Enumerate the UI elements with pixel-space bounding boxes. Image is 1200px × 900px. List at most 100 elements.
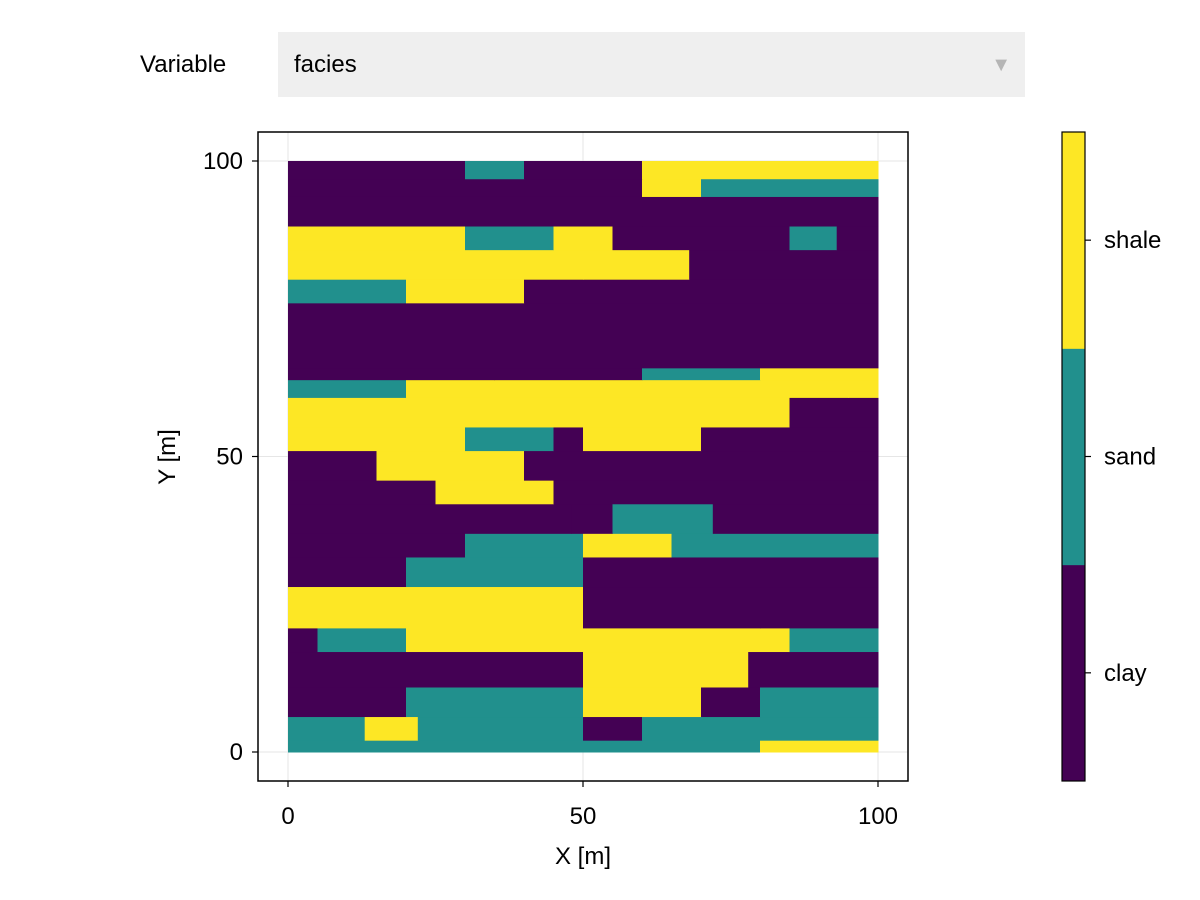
heatmap-cell-sand — [417, 716, 584, 741]
heatmap-cell-shale — [583, 651, 749, 688]
heatmap-cell-shale — [376, 450, 525, 481]
heatmap-cell-clay — [712, 503, 879, 534]
heatmap-cell-sand — [642, 716, 879, 741]
heatmap-cell-sand — [288, 279, 407, 304]
heatmap-cell-shale — [288, 226, 466, 251]
heatmap-cell-clay — [288, 178, 643, 197]
heatmap-cell-shale — [494, 586, 584, 629]
heatmap-cell-sand — [789, 627, 879, 653]
heatmap-cell-clay — [288, 450, 377, 481]
heatmap-cell-sand — [317, 627, 407, 653]
heatmap-cell-sand — [465, 226, 554, 251]
heatmap-cell-sand — [760, 686, 879, 718]
heatmap-cell-sand — [406, 686, 584, 718]
heatmap-cells — [288, 161, 879, 753]
heatmap-cell-sand — [288, 716, 366, 741]
heatmap-cell-clay — [642, 196, 879, 227]
axes: 0 50 100 0 50 100 — [203, 148, 898, 830]
variable-label: Variable — [140, 51, 227, 78]
colorbar-segment-clay — [1062, 564, 1085, 782]
heatmap-cell-clay — [760, 586, 879, 629]
heatmap-cell-sand — [701, 178, 879, 197]
heatmap-cell-shale — [288, 249, 436, 280]
heatmap-cell-shale — [553, 226, 613, 251]
heatmap-cell-sand — [288, 740, 761, 753]
heatmap-cell-clay — [612, 226, 790, 251]
heatmap-cell-clay — [288, 556, 407, 588]
heatmap-cell-shale — [288, 586, 495, 629]
heatmap-cell-shale — [406, 379, 849, 398]
heatmap-cell-shale — [406, 627, 584, 653]
heatmap-cell-sand — [465, 426, 554, 452]
colorbar-segment-sand — [1062, 348, 1085, 566]
heatmap-cell-clay — [748, 651, 879, 688]
heatmap-cell-sand — [642, 367, 761, 381]
heatmap-cell-clay — [288, 367, 495, 381]
heatmap-cell-clay — [789, 397, 879, 428]
heatmap-cell-shale — [288, 397, 790, 428]
heatmap-cell-clay — [288, 686, 407, 718]
heatmap-cell-clay — [836, 226, 879, 251]
variable-select[interactable]: facies ▼ — [278, 32, 1025, 97]
heatmap-cell-clay — [288, 503, 572, 534]
heatmap-cell-sand — [671, 533, 879, 558]
heatmap-cell-clay — [689, 249, 879, 280]
heatmap-cell-shale — [364, 716, 419, 741]
heatmap-cell-clay — [288, 533, 466, 558]
colorbar: clay sand shale — [1061, 131, 1161, 782]
heatmap-cell-sand — [789, 226, 838, 251]
y-tick-label: 50 — [216, 444, 243, 471]
heatmap-cell-shale — [642, 161, 879, 180]
heatmap-cell-clay — [583, 586, 761, 629]
heatmap-cell-clay — [583, 716, 643, 741]
heatmap-cell-sand — [406, 556, 584, 588]
heatmap-cell-shale — [642, 178, 702, 197]
heatmap-cell-shale — [848, 379, 879, 398]
x-tick-label: 100 — [858, 803, 898, 830]
y-axis-label: Y [m] — [154, 429, 181, 485]
heatmap-cell-shale — [435, 480, 554, 505]
heatmap-cell-sand — [288, 379, 407, 398]
heatmap-cell-clay — [701, 426, 879, 452]
variable-select-value: facies — [294, 51, 357, 78]
heatmap-cell-clay — [288, 302, 879, 369]
heatmap-cell-shale — [760, 367, 879, 381]
heatmap-cell-clay — [288, 161, 466, 180]
x-tick-label: 50 — [570, 803, 597, 830]
heatmap-cell-shale — [583, 686, 702, 718]
colorbar-frame — [1061, 131, 1086, 782]
heatmap-cell-clay — [642, 450, 879, 481]
y-tick-label: 100 — [203, 148, 243, 175]
heatmap-cell-shale — [760, 740, 879, 753]
colorbar-label-shale: shale — [1104, 227, 1161, 254]
heatmap-cell-clay — [524, 450, 643, 481]
colorbar-label-sand: sand — [1104, 444, 1156, 471]
heatmap-cell-clay — [288, 651, 584, 688]
heatmap-cell-clay — [553, 426, 584, 452]
heatmap-cell-clay — [701, 686, 761, 718]
heatmap-cell-clay — [583, 556, 879, 588]
heatmap-cell-shale — [583, 426, 702, 452]
heatmap-cell-clay — [288, 480, 436, 505]
heatmap-cell-shale — [288, 426, 466, 452]
heatmap-cell-clay — [288, 196, 643, 227]
x-tick-label: 0 — [281, 803, 294, 830]
heatmap-cell-shale — [435, 249, 584, 280]
heatmap-cell-clay — [571, 503, 613, 534]
heatmap-cell-sand — [612, 503, 714, 534]
y-tick-label: 0 — [230, 739, 243, 766]
heatmap-cell-shale — [583, 627, 790, 653]
colorbar-segment-shale — [1062, 132, 1085, 349]
heatmap-cell-clay — [288, 627, 318, 653]
heatmap-cell-shale — [583, 249, 690, 280]
heatmap-cell-clay — [553, 480, 879, 505]
heatmap-cell-sand — [465, 533, 584, 558]
colorbar-label-clay: clay — [1104, 660, 1147, 687]
heatmap-cell-shale — [406, 279, 525, 304]
heatmap-cell-clay — [524, 279, 879, 304]
heatmap-cell-clay — [494, 367, 643, 381]
heatmap-cell-shale — [583, 533, 672, 558]
heatmap-cell-clay — [524, 161, 643, 180]
heatmap-cell-sand — [465, 161, 525, 180]
